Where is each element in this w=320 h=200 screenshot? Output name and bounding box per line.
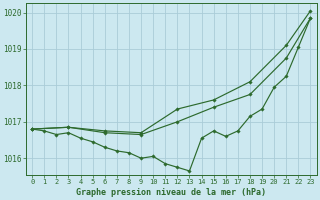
X-axis label: Graphe pression niveau de la mer (hPa): Graphe pression niveau de la mer (hPa) xyxy=(76,188,266,197)
